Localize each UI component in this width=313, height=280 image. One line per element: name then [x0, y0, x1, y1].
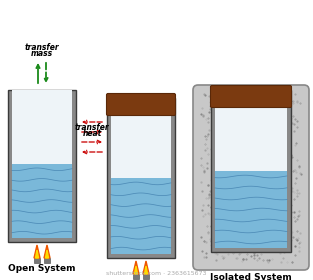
Polygon shape [143, 261, 149, 274]
Bar [107, 98, 175, 258]
Text: Open System: Open System [8, 264, 76, 273]
Bar [111, 102, 171, 178]
Text: heat: heat [82, 129, 102, 138]
Polygon shape [34, 245, 40, 258]
Polygon shape [145, 266, 147, 274]
Bar [111, 102, 171, 254]
Bar [111, 178, 171, 254]
Bar [12, 164, 72, 238]
Text: Isolated System: Isolated System [210, 273, 292, 280]
Polygon shape [45, 250, 49, 258]
Bar [215, 94, 287, 171]
Polygon shape [44, 245, 50, 258]
Bar [12, 94, 72, 164]
Bar [133, 274, 139, 279]
FancyBboxPatch shape [211, 85, 291, 108]
Polygon shape [135, 266, 137, 274]
Text: transfer: transfer [25, 43, 59, 52]
Bar [215, 94, 287, 248]
Polygon shape [133, 261, 139, 274]
Polygon shape [35, 250, 38, 258]
FancyBboxPatch shape [106, 94, 176, 115]
FancyBboxPatch shape [193, 85, 309, 270]
Bar [34, 258, 40, 263]
Text: mass: mass [31, 49, 53, 58]
Text: shutterstock.com · 2363615673: shutterstock.com · 2363615673 [106, 271, 206, 276]
Bar [12, 90, 72, 238]
Bar [215, 171, 287, 248]
Bar [44, 258, 50, 263]
Bar [8, 90, 76, 242]
Bar [211, 90, 291, 252]
Bar [143, 274, 149, 279]
Text: transfer: transfer [75, 123, 109, 132]
